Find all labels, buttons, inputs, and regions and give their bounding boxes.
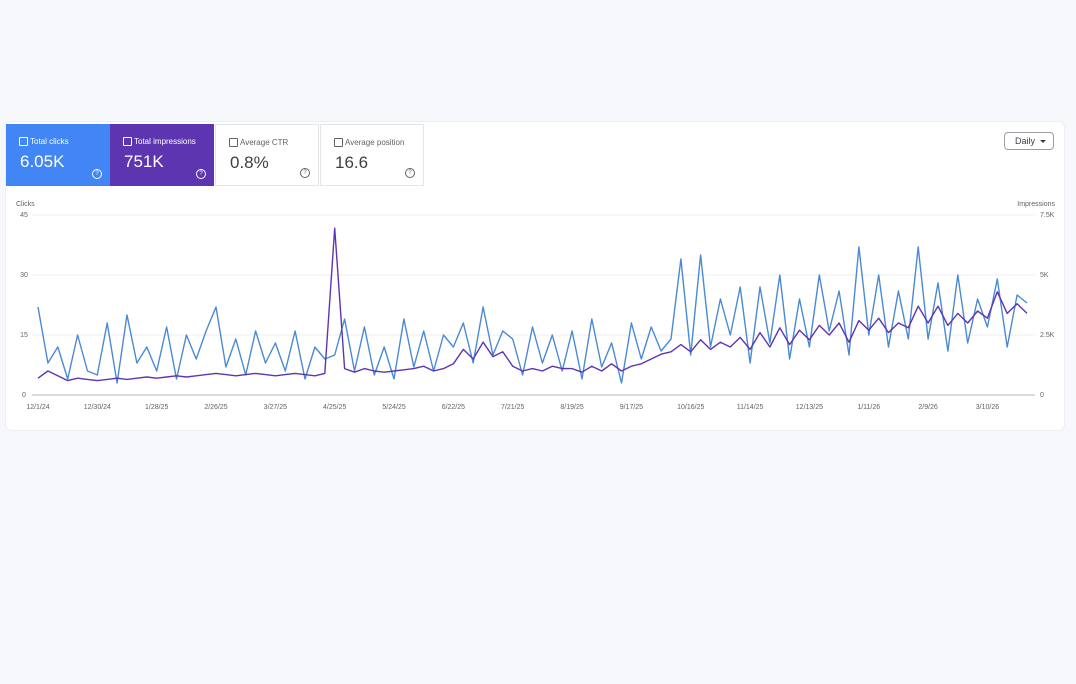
x-tick-label: 2/9/26 [918,404,938,411]
y-tick-label: 0 [22,392,26,399]
checkbox[interactable] [229,138,238,147]
metric-card[interactable]: Average position 16.6 ? [320,124,424,186]
x-tick-label: 9/17/25 [620,404,643,411]
help-icon[interactable]: ? [300,168,310,178]
x-tick-label: 8/19/25 [560,404,583,411]
metric-value: 16.6 [335,153,369,172]
metric-value: 6.05K [20,152,65,171]
y2-tick-label: 0 [1040,392,1044,399]
x-tick-label: 5/24/25 [382,404,405,411]
help-icon[interactable]: ? [196,169,206,179]
x-tick-label: 6/22/25 [442,404,465,411]
checkbox[interactable] [334,138,343,147]
metric-card[interactable]: Average CTR 0.8% ? [215,124,319,186]
y2-axis-label: Impressions [1017,201,1055,208]
y2-tick-label: 7.5K [1040,212,1055,219]
x-tick-label: 1/11/26 [857,404,880,411]
x-tick-label: 12/1/24 [26,404,49,411]
series-line [37,246,1028,384]
y-tick-label: 45 [20,212,28,219]
x-tick-label: 4/25/25 [323,404,346,411]
checkbox[interactable] [19,137,28,146]
x-tick-label: 3/10/26 [976,404,999,411]
metric-label: Average position [345,138,405,147]
x-tick-label: 7/21/25 [501,404,524,411]
y2-tick-label: 2.5K [1040,332,1055,339]
x-tick-label: 12/30/24 [84,404,111,411]
help-icon[interactable]: ? [405,168,415,178]
y2-tick-label: 5K [1040,272,1049,279]
metric-label: Average CTR [240,138,289,147]
x-tick-label: 12/13/25 [796,404,823,411]
metric-card[interactable]: Total clicks 6.05K ? [6,124,110,186]
y-axis-label: Clicks [16,201,35,208]
performance-panel: Total clicks 6.05K ? Total impressions 7… [6,122,1064,430]
x-tick-label: 3/27/25 [264,404,287,411]
x-tick-label: 10/16/25 [677,404,704,411]
metric-value: 0.8% [230,153,269,172]
x-tick-label: 2/26/25 [204,404,227,411]
metric-label: Total clicks [30,137,69,146]
series-line [37,227,1028,382]
y-tick-label: 15 [20,332,28,339]
metric-label: Total impressions [134,137,196,146]
metric-card[interactable]: Total impressions 751K ? [110,124,214,186]
y-tick-label: 30 [20,272,28,279]
x-tick-label: 11/14/25 [737,404,764,411]
granularity-dropdown[interactable]: Daily [1004,132,1054,150]
help-icon[interactable]: ? [92,169,102,179]
metric-value: 751K [124,152,164,171]
checkbox[interactable] [123,137,132,146]
x-tick-label: 1/28/25 [145,404,168,411]
